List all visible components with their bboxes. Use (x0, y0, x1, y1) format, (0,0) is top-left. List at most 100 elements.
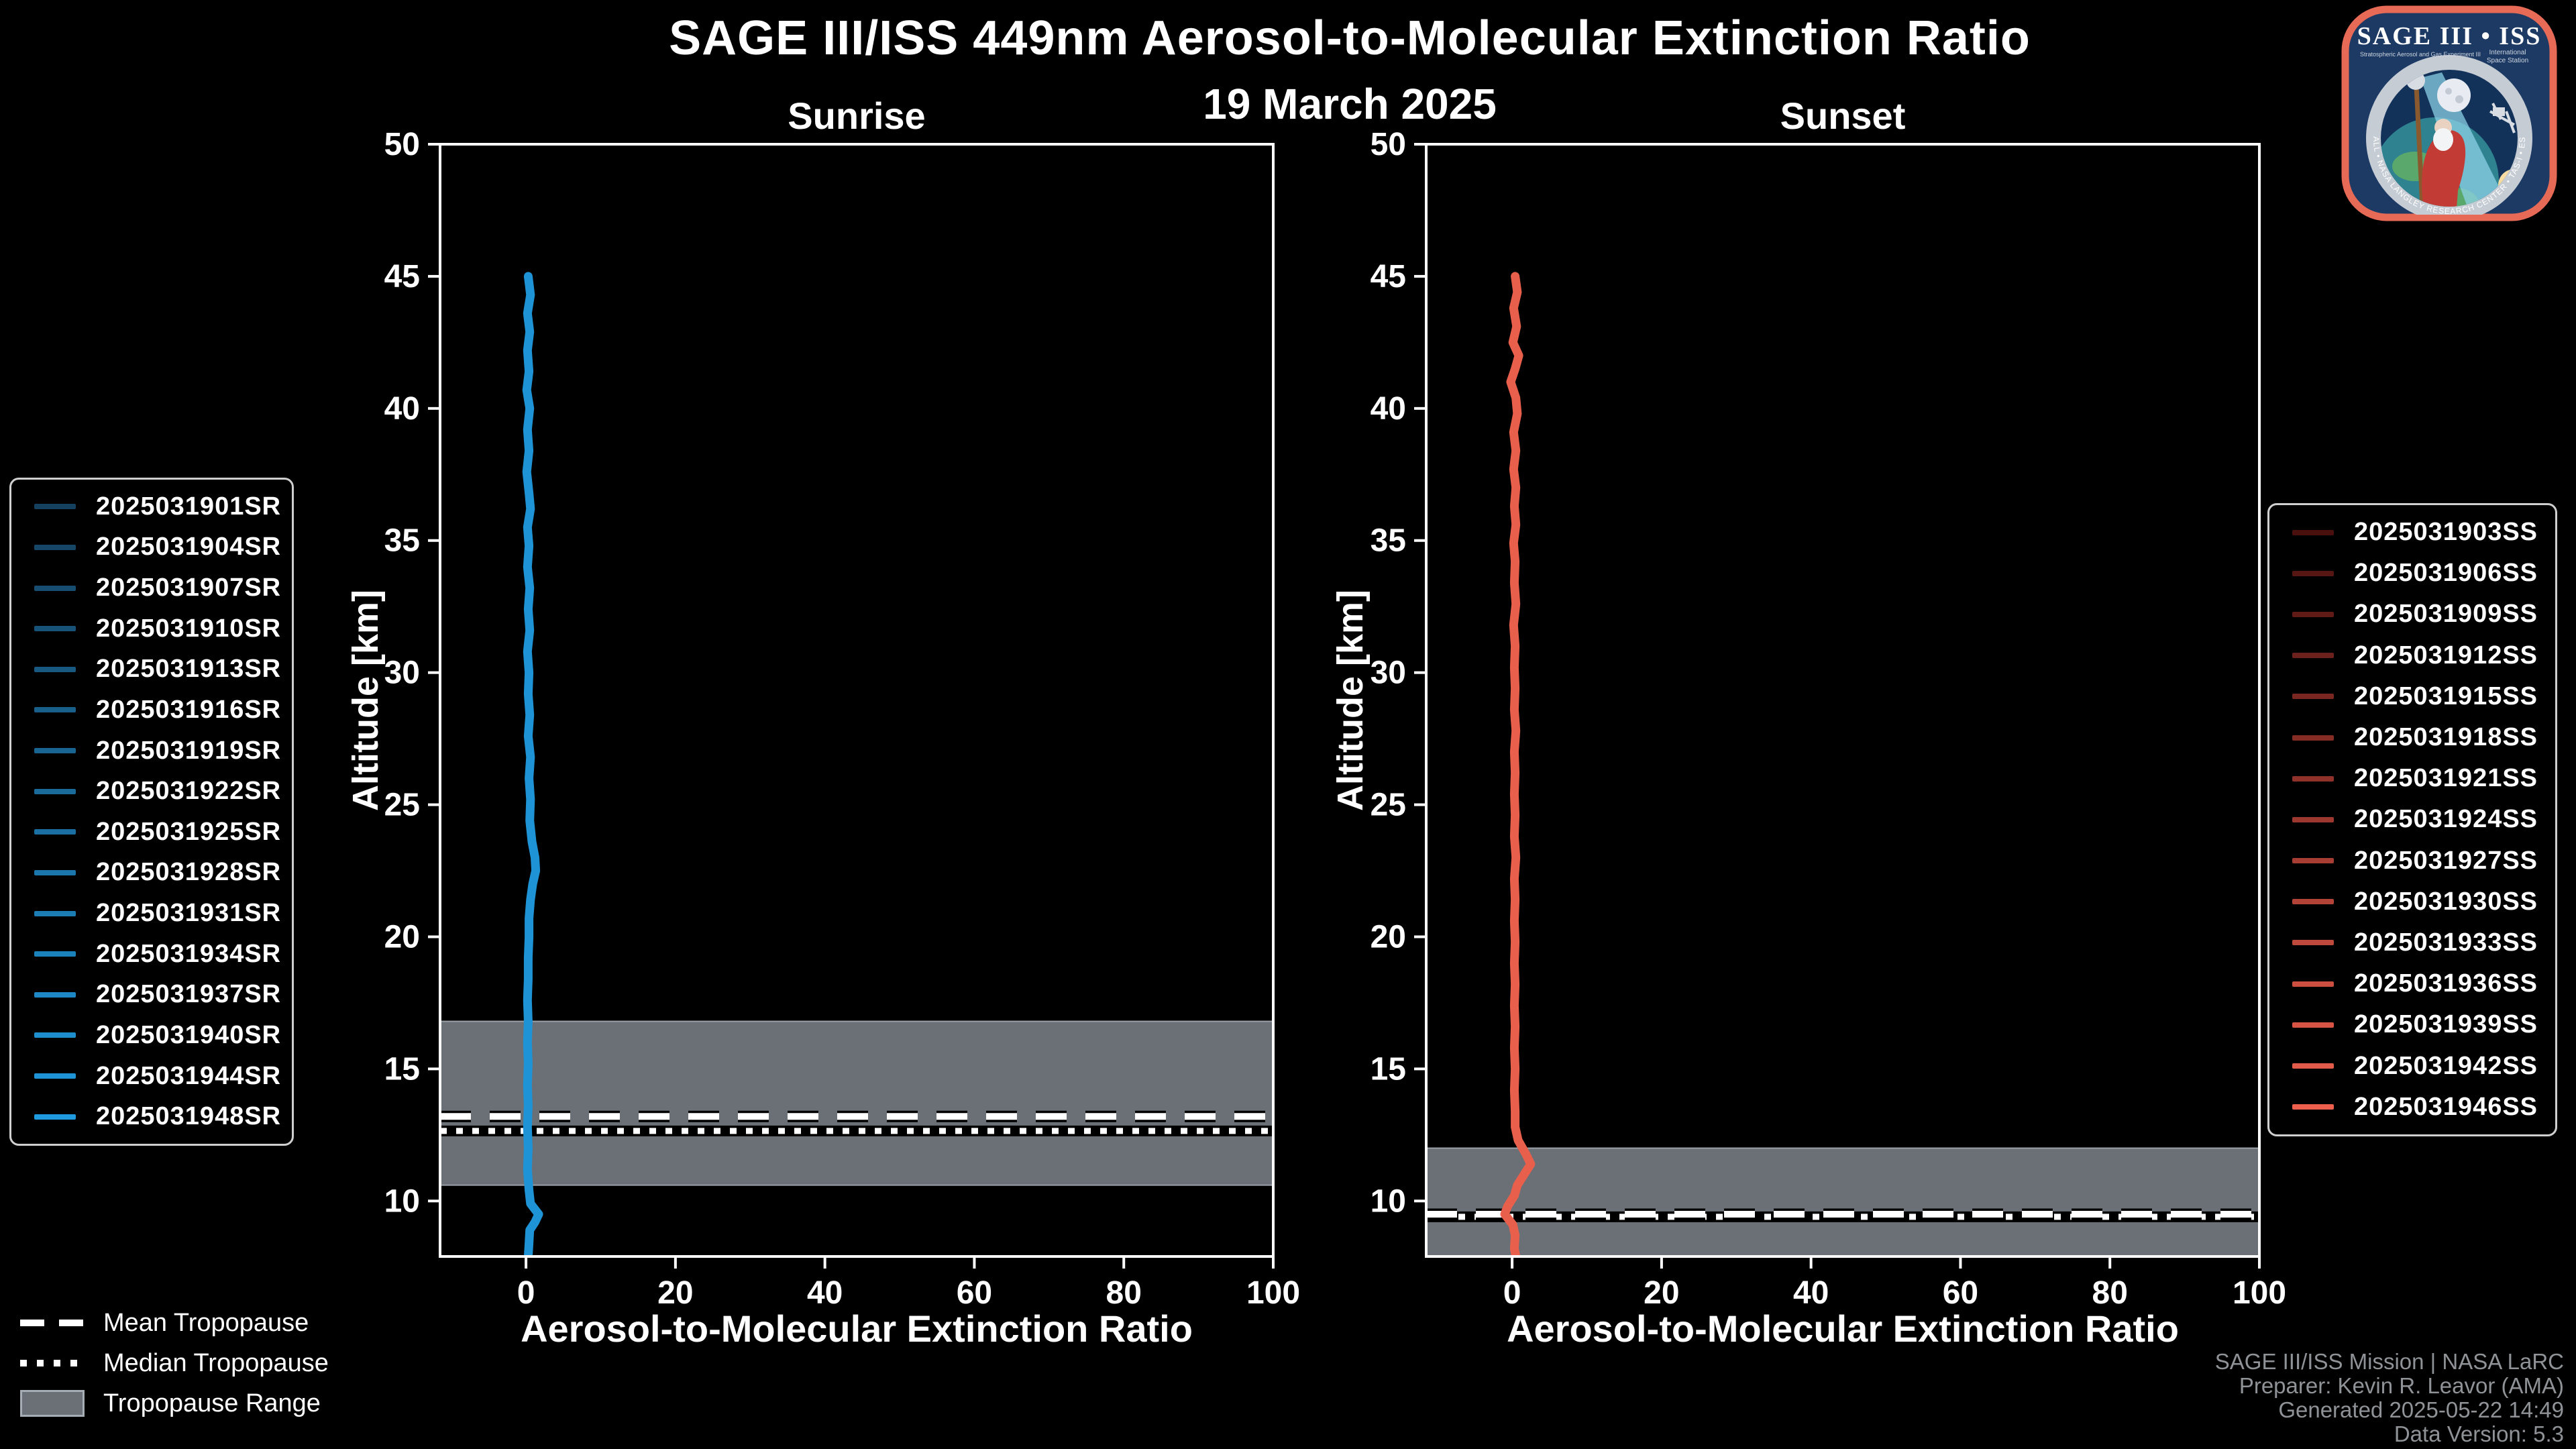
legend-line-icon (34, 626, 76, 632)
legend-line-icon (34, 544, 76, 550)
legend-line-icon (2292, 653, 2334, 659)
legend-event-label: 2025031948SR (96, 1102, 282, 1131)
x-tick-label: 60 (957, 1275, 992, 1311)
legend-event-label: 2025031915SS (2354, 682, 2538, 710)
legend-event-label: 2025031927SS (2354, 846, 2538, 875)
legend-item: 2025031927SS (2269, 847, 2555, 875)
legend-event-label: 2025031918SS (2354, 723, 2538, 752)
panel-title-sunrise: Sunrise (788, 95, 926, 137)
y-tick-label: 25 (1371, 788, 1406, 823)
x-tick-label: 80 (2092, 1275, 2128, 1311)
legend-event-label: 2025031910SR (96, 614, 282, 643)
legend-event-label: 2025031924SS (2354, 805, 2538, 834)
panel-frame (439, 143, 1275, 1258)
legend-line-icon (2292, 940, 2334, 946)
panel-sunset: 0 20 40 60 80 100 10 15 20 25 30 35 40 45 50 (1371, 127, 2286, 1311)
legend-line-icon (34, 829, 76, 835)
y-tick-label: 15 (1371, 1051, 1406, 1087)
legend-item: 2025031931SR (11, 899, 292, 928)
legend-event-label: 2025031928SR (96, 858, 282, 887)
legend-item: 2025031934SR (11, 940, 292, 969)
legend-event-label: 2025031907SR (96, 574, 282, 602)
legend-item: 2025031940SR (11, 1021, 292, 1050)
legend-event-label: 2025031903SS (2354, 518, 2538, 547)
legend-line-icon (2292, 775, 2334, 782)
legend-event-label: 2025031925SR (96, 817, 282, 846)
legend-event-label: 2025031940SR (96, 1020, 282, 1049)
legend-line-icon (2292, 1022, 2334, 1028)
x-tick-label: 80 (1106, 1275, 1142, 1311)
legend-item: 2025031919SR (11, 737, 292, 765)
legend-item: 2025031918SS (2269, 723, 2555, 752)
legend-line-icon (2292, 570, 2334, 576)
legend-line-icon (34, 910, 76, 916)
legend-line-icon (2292, 981, 2334, 987)
sage-iss-logo: SAGE III • ISS Stratospheric Aerosol and… (2341, 5, 2557, 221)
y-tick-label: 20 (384, 919, 420, 955)
legend-sunrise-events: 2025031901SR 2025031904SR 2025031907SR 2025… (9, 478, 294, 1146)
legend-item: 2025031942SS (2269, 1052, 2555, 1081)
legend-item: 2025031910SR (11, 614, 292, 643)
y-tick-label: 30 (1371, 655, 1406, 691)
y-tick-label: 15 (384, 1051, 420, 1087)
y-tick-label: 20 (1371, 919, 1406, 955)
y-tick-label: 50 (1371, 127, 1406, 162)
legend-event-label: 2025031937SR (96, 980, 282, 1009)
legend-item: 2025031930SS (2269, 888, 2555, 916)
tropopause-range-band (1426, 1147, 2259, 1256)
credit-version: Data Version: 5.3 (2394, 1421, 2564, 1446)
y-tick-label: 45 (384, 259, 420, 294)
tropopause-range-label: Tropopause Range (103, 1389, 321, 1417)
iss-icon (2489, 103, 2516, 133)
legend-event-label: 2025031944SR (96, 1061, 282, 1090)
sunset-profile-line (1500, 272, 1536, 1256)
legend-item: 2025031928SR (11, 858, 292, 887)
legend-line-icon (2292, 1063, 2334, 1069)
legend-line-icon (34, 504, 76, 510)
y-axis-label-sunset: Altitude [km] (1330, 590, 1371, 811)
legend-line-icon (34, 1114, 76, 1120)
x-tick-label: 100 (2233, 1275, 2286, 1311)
legend-item: 2025031913SR (11, 655, 292, 684)
legend-line-icon (2292, 899, 2334, 905)
panel-title-sunset: Sunset (1780, 95, 1906, 137)
legend-item: 2025031948SR (11, 1102, 292, 1131)
legend-line-icon (2292, 858, 2334, 864)
legend-line-icon (34, 869, 76, 875)
credit-preparer: Preparer: Kevin R. Leavor (AMA) (2239, 1373, 2564, 1398)
x-tick-label: 60 (1943, 1275, 1978, 1311)
sunrise-profile-line (522, 272, 543, 1256)
dotted-line-icon (20, 1360, 85, 1366)
father-time-figure (2406, 71, 2466, 207)
page-title: SAGE III/ISS 449nm Aerosol-to-Molecular … (669, 11, 2031, 65)
legend-event-label: 2025031931SR (96, 899, 282, 928)
legend-line-icon (2292, 529, 2334, 535)
legend-item: 2025031924SS (2269, 805, 2555, 834)
legend-item: 2025031933SS (2269, 928, 2555, 957)
legend-item-tropopause-range: Tropopause Range (20, 1389, 329, 1418)
legend-line-icon (2292, 611, 2334, 617)
legend-line-icon (2292, 816, 2334, 822)
dashed-line-icon (20, 1320, 85, 1326)
tropopause-legend: Mean Tropopause Median Tropopause Tropop… (20, 1308, 329, 1418)
legend-event-label: 2025031936SS (2354, 969, 2538, 998)
legend-event-label: 2025031922SR (96, 777, 282, 806)
y-tick-label: 30 (384, 655, 420, 691)
y-tick-label: 35 (1371, 523, 1406, 559)
y-tick-label: 50 (384, 127, 420, 162)
legend-event-label: 2025031916SR (96, 695, 282, 724)
legend-event-label: 2025031912SS (2354, 641, 2538, 669)
moon-icon (2437, 78, 2471, 112)
legend-item: 2025031937SR (11, 980, 292, 1009)
legend-item: 2025031939SS (2269, 1010, 2555, 1039)
legend-event-label: 2025031901SR (96, 492, 282, 521)
legend-item: 2025031904SR (11, 533, 292, 561)
credit-generated: Generated 2025-05-22 14:49 (2278, 1397, 2564, 1422)
x-tick-label: 20 (1644, 1275, 1679, 1311)
x-tick-label: 0 (1503, 1275, 1521, 1311)
legend-line-icon (34, 666, 76, 672)
legend-event-label: 2025031913SR (96, 655, 282, 684)
legend-item: 2025031907SR (11, 574, 292, 602)
